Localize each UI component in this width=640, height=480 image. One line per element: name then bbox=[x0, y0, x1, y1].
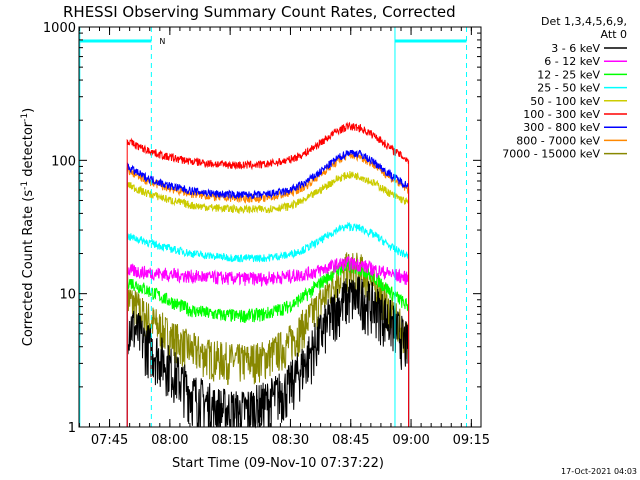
series-line-5 bbox=[126, 121, 410, 427]
y-tick-label: 100 bbox=[51, 154, 76, 169]
night-marker-label: N bbox=[159, 37, 165, 46]
plot-area: N 07:45 08:00 08:15 08:30 08:45 09:00 09:15 11… bbox=[43, 21, 490, 448]
series-line-1 bbox=[126, 256, 410, 427]
legend-label: 7000 - 15000 keV bbox=[502, 148, 600, 161]
legend-label: 800 - 7000 keV bbox=[516, 134, 600, 147]
footer-timestamp: 17-Oct-2021 04:03 bbox=[561, 467, 637, 476]
y-axis: 1 10 100 1000 bbox=[43, 21, 481, 436]
y-tick-label: 1000 bbox=[43, 21, 76, 36]
x-tick-label: 09:15 bbox=[453, 433, 490, 448]
chart-title: RHESSI Observing Summary Count Rates, Co… bbox=[63, 3, 456, 21]
legend-label: 12 - 25 keV bbox=[537, 68, 600, 81]
legend-label: 25 - 50 keV bbox=[537, 82, 600, 95]
plot-frame bbox=[78, 26, 482, 428]
series-line-4 bbox=[126, 170, 410, 427]
x-axis-label: Start Time (09-Nov-10 07:37:22) bbox=[172, 456, 384, 471]
legend-label: 100 - 300 keV bbox=[523, 108, 600, 121]
x-tick-label: 08:30 bbox=[272, 433, 309, 448]
series-line-6 bbox=[126, 149, 410, 427]
legend-label: 300 - 800 keV bbox=[523, 121, 600, 134]
legend-header-line-2: Att 0 bbox=[601, 28, 627, 41]
series-line-0 bbox=[126, 276, 410, 429]
y-tick-label: 10 bbox=[59, 288, 76, 303]
legend-label: 6 - 12 keV bbox=[544, 55, 600, 68]
x-tick-label: 08:45 bbox=[332, 433, 369, 448]
series-layer bbox=[126, 121, 410, 429]
x-axis: 07:45 08:00 08:15 08:30 08:45 09:00 09:15 bbox=[78, 27, 490, 448]
series-line-3 bbox=[126, 221, 410, 427]
x-tick-label: 08:00 bbox=[151, 433, 188, 448]
x-tick-label: 07:45 bbox=[91, 433, 128, 448]
legend-header-line-1: Det 1,3,4,5,6,9, bbox=[541, 15, 627, 28]
legend-label: 3 - 6 keV bbox=[551, 42, 600, 55]
legend-label: 50 - 100 keV bbox=[530, 95, 600, 108]
y-tick-label: 1 bbox=[68, 421, 76, 436]
y-axis-label: Corrected Count Rate (s-1 detector-1) bbox=[20, 108, 36, 346]
x-tick-label: 08:15 bbox=[211, 433, 248, 448]
x-tick-label: 09:00 bbox=[392, 433, 429, 448]
annotation-layer: N bbox=[79, 27, 468, 427]
series-line-2 bbox=[126, 260, 410, 427]
